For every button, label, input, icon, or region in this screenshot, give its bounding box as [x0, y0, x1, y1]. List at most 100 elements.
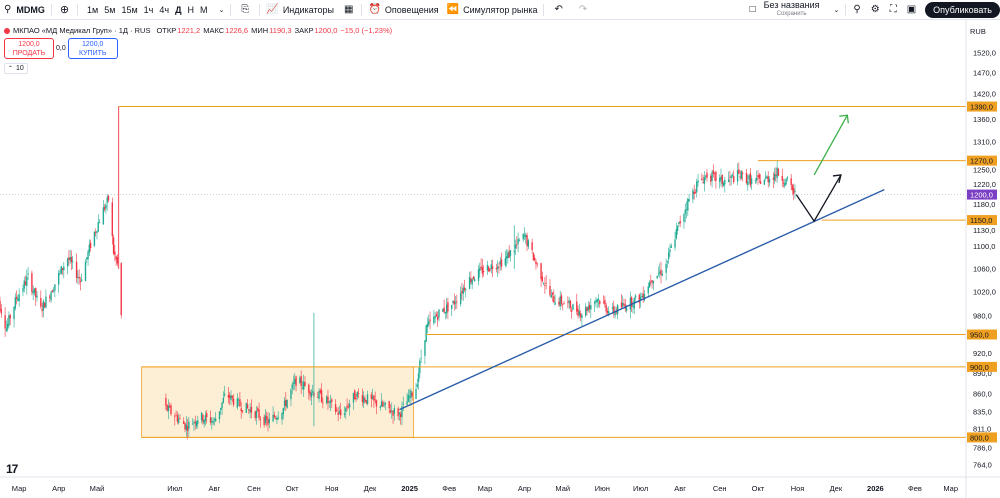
- projection-path: [795, 174, 842, 223]
- candle-body: [373, 395, 375, 401]
- symbol-search[interactable]: ⚲ MDMG: [0, 0, 49, 20]
- replay-button[interactable]: ⏪ Симулятор рынка: [443, 0, 542, 20]
- candle-body: [319, 390, 321, 393]
- candle-body: [416, 384, 418, 387]
- price-tick-16: 835,0: [973, 407, 992, 416]
- candle-body: [231, 395, 233, 398]
- candle-body: [461, 290, 463, 294]
- price-tick-17: 811,0: [973, 425, 991, 434]
- candle-body: [240, 408, 242, 412]
- candle-body: [465, 289, 467, 291]
- chevron-down-icon: ⌄: [218, 6, 225, 14]
- candle-body: [5, 328, 8, 331]
- candle-body: [272, 414, 274, 422]
- candle-body: [595, 300, 597, 302]
- volume-toggle[interactable]: ⌃ 10: [4, 63, 28, 74]
- candle-body: [248, 409, 250, 411]
- close-label: ЗАКР: [294, 26, 314, 35]
- quick-search-button[interactable]: ⚲: [848, 0, 865, 20]
- alerts-button[interactable]: ⏰ Оповещения: [364, 0, 442, 20]
- candle-body: [98, 222, 101, 224]
- candle-body: [88, 244, 91, 253]
- candle-body: [391, 410, 393, 412]
- candle-body: [613, 305, 615, 314]
- candle-body: [549, 285, 551, 296]
- candle-body: [112, 237, 115, 254]
- candle-body: [486, 264, 489, 271]
- candle-body: [684, 209, 686, 214]
- price-chart[interactable]: 1520,0 1470,0 1420,0 1360,0 1310,0 1250,0 1220…: [0, 20, 1000, 498]
- price-tick-8: 1130,0: [973, 226, 995, 235]
- timeframe-6[interactable]: Н: [187, 4, 194, 15]
- timeframe-4[interactable]: 4ч: [159, 4, 170, 15]
- candle-body: [523, 234, 526, 237]
- candle-body: [276, 417, 278, 420]
- candle-body: [435, 314, 438, 317]
- candle-body: [652, 280, 655, 284]
- timeframe-5[interactable]: Д: [175, 4, 182, 15]
- timeframe-1[interactable]: 5м: [104, 4, 116, 15]
- layout-menu[interactable]: □ Без названия Сохранить ⌄: [746, 0, 844, 20]
- time-tick-14: Июн: [595, 484, 610, 493]
- candle-body: [18, 294, 20, 301]
- open-value: 1221,2: [177, 26, 201, 35]
- fullscreen-button[interactable]: ⛶: [885, 0, 902, 20]
- symbol-name: MDMG: [16, 4, 45, 15]
- candle-body: [200, 412, 203, 421]
- candle-body: [772, 177, 775, 180]
- candle-body: [310, 392, 313, 398]
- timeframe-0[interactable]: 1м: [87, 4, 99, 15]
- settings-button[interactable]: ⚙: [866, 0, 885, 20]
- level-badge-5: [967, 432, 997, 443]
- candle-body: [781, 175, 783, 181]
- candle-body: [674, 239, 676, 248]
- candle-body: [567, 301, 569, 303]
- candle-body: [50, 292, 52, 301]
- time-tick-21: 2026: [867, 484, 884, 493]
- candle-body: [693, 191, 695, 195]
- candle-body: [328, 401, 330, 403]
- undo-button[interactable]: ↶: [546, 0, 570, 20]
- candle-body: [79, 281, 82, 282]
- buy-button[interactable]: 1200,0 КУПИТЬ: [67, 38, 118, 59]
- currency-label[interactable]: RUB: [970, 27, 986, 36]
- time-tick-2: Май: [90, 484, 105, 493]
- candle-body: [263, 416, 265, 426]
- candle-body: [51, 290, 54, 293]
- snapshot-button[interactable]: ▣: [902, 0, 921, 20]
- timeframe-7[interactable]: М: [199, 4, 208, 15]
- timeframe-2[interactable]: 15м: [121, 4, 138, 15]
- price-tick-2: 1420,0: [973, 89, 996, 98]
- candle-body: [611, 307, 614, 309]
- price-tick-5: 1250,0: [973, 166, 996, 175]
- publish-button[interactable]: Опубликовать: [925, 1, 1000, 18]
- candle-body: [194, 421, 196, 424]
- redo-button[interactable]: ↷: [571, 0, 595, 20]
- tradingview-logo-icon[interactable]: 17: [6, 462, 18, 476]
- indicators-button[interactable]: 📈 Индикаторы: [262, 0, 338, 20]
- compare-button[interactable]: ⊕: [54, 0, 75, 20]
- candle-body: [294, 379, 296, 384]
- level-badge-label-4: 900,0: [970, 363, 989, 372]
- sell-button[interactable]: 1200,0 ПРОДАТЬ: [4, 38, 54, 59]
- candle-body: [425, 325, 427, 342]
- candle-body: [625, 307, 628, 311]
- candle-body: [712, 170, 715, 174]
- timeframe-dropdown[interactable]: ⌄: [214, 0, 228, 20]
- candle-body: [527, 240, 530, 247]
- candle-body: [228, 395, 231, 399]
- timeframe-3[interactable]: 1ч: [143, 4, 154, 15]
- candle-body: [42, 301, 45, 311]
- candle-body: [786, 177, 789, 179]
- templates-button[interactable]: ▦: [338, 0, 359, 20]
- candle-body: [694, 191, 697, 193]
- candle-body: [257, 408, 259, 411]
- candle-body: [675, 229, 678, 239]
- instrument-title[interactable]: МКПАО «МД Медикал Груп» · 1Д · RUS: [13, 26, 151, 35]
- candle-body: [766, 176, 768, 179]
- chart-type-button[interactable]: ⎘: [233, 0, 257, 20]
- candle-body: [692, 190, 694, 200]
- candle-body: [36, 295, 38, 298]
- candle-body: [763, 179, 766, 185]
- candle-body: [444, 311, 447, 314]
